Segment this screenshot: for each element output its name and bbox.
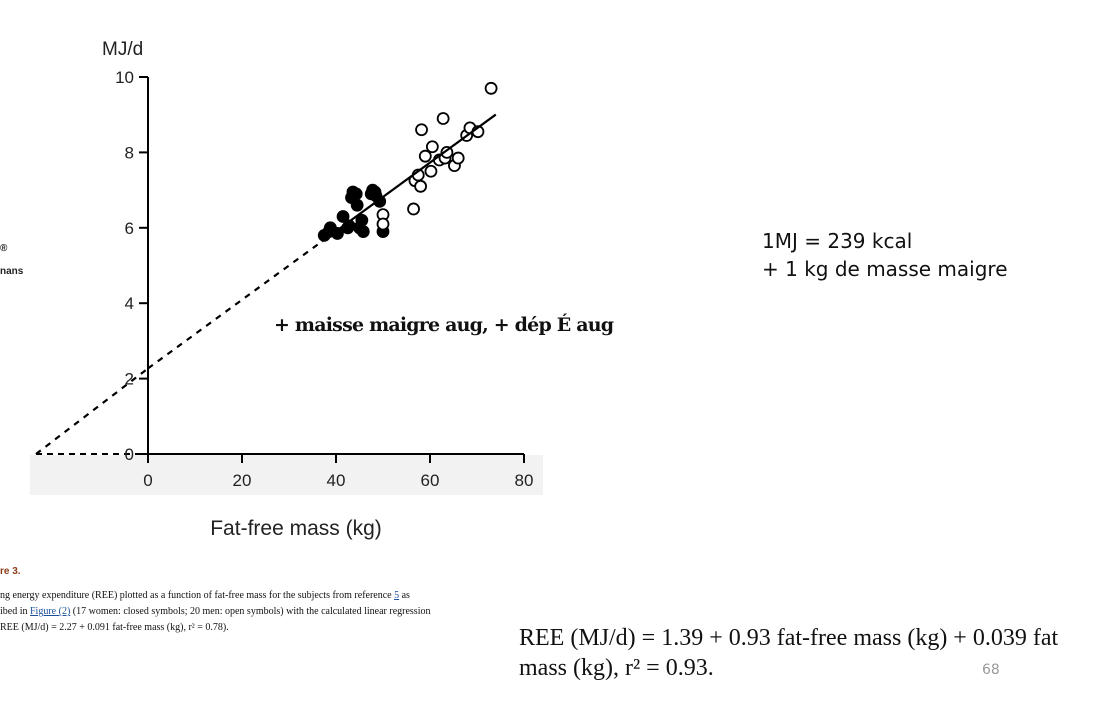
data-point-open	[425, 140, 439, 154]
x-tick-label: 0	[143, 471, 152, 490]
x-axis-label: Fat-free mass (kg)	[210, 517, 382, 540]
caption-line-2b: (17 women: closed symbols; 20 men: open …	[70, 606, 431, 617]
data-point-open	[440, 145, 454, 159]
y-tick-label: 0	[125, 445, 134, 464]
caption-title: re 3.	[0, 566, 21, 577]
chart-canvas: 0 2 4 6 8 10 0 20 40 60 80 MJ/d Fat-free mass (kg)	[30, 39, 543, 540]
data-point-closed	[356, 225, 370, 238]
data-point-open	[436, 112, 450, 125]
data-point-open	[451, 151, 465, 165]
data-point-closed	[336, 210, 350, 223]
cropped-text-1: ®	[0, 243, 8, 254]
x-tick-label: 20	[233, 471, 252, 490]
data-point-open	[415, 123, 428, 137]
caption-line-1a: ng energy expenditure (REE) plotted as a…	[0, 590, 395, 601]
regression-equation: REE (MJ/d) = 1.39 + 0.93 fat-free mass (…	[519, 625, 1059, 681]
y-tick-label: 8	[125, 143, 134, 162]
data-point-open	[414, 179, 428, 193]
caption-line-2a: ibed in	[0, 606, 30, 617]
y-tick-label: 6	[125, 219, 134, 238]
data-point-closed	[373, 195, 387, 208]
y-tick-label: 2	[125, 370, 134, 389]
dashed-extrapolation	[147, 240, 323, 370]
caption-line-2: ibed in Figure (2) (17 women: closed sym…	[0, 606, 430, 617]
regression-line	[321, 113, 497, 243]
figure-link[interactable]: Figure (2)	[30, 606, 71, 617]
y-tick-label: 10	[115, 68, 134, 87]
slide-number: 68	[982, 662, 1000, 678]
dashed-trend-group	[35, 240, 323, 455]
data-point-closed	[349, 187, 363, 201]
data-point-open	[484, 81, 498, 95]
data-point-open	[418, 149, 432, 163]
note-lean-mass: + 1 kg de masse maigre	[762, 257, 1008, 281]
y-tick-label: 4	[125, 294, 134, 313]
y-axis-label: MJ/d	[102, 39, 143, 60]
cropped-text-2: nans	[0, 266, 24, 277]
data-point-open	[376, 217, 390, 231]
chart-annotation: + maisse maigre aug, + dép É aug	[274, 314, 614, 336]
data-point-closed	[350, 198, 364, 212]
caption-line-1: ng energy expenditure (REE) plotted as a…	[0, 590, 410, 601]
note-conversion: 1MJ = 239 kcal	[762, 229, 913, 253]
reference-link[interactable]: 5	[394, 590, 400, 601]
points-group	[317, 81, 498, 242]
caption-line-3: REE (MJ/d) = 2.27 + 0.091 fat-free mass …	[0, 622, 229, 633]
x-tick-label: 80	[515, 471, 534, 490]
ticks-group: 0 2 4 6 8 10 0 20 40 60 80	[115, 68, 533, 490]
x-tick-label: 40	[327, 471, 346, 490]
x-tick-label: 60	[421, 471, 440, 490]
scatter-chart: 0 2 4 6 8 10 0 20 40 60 80 MJ/d Fat-free mass (kg)	[0, 0, 560, 560]
caption-line-1b: as	[399, 590, 410, 601]
data-point-open	[424, 164, 438, 178]
axis-band	[30, 455, 543, 495]
data-point-open	[407, 202, 420, 216]
